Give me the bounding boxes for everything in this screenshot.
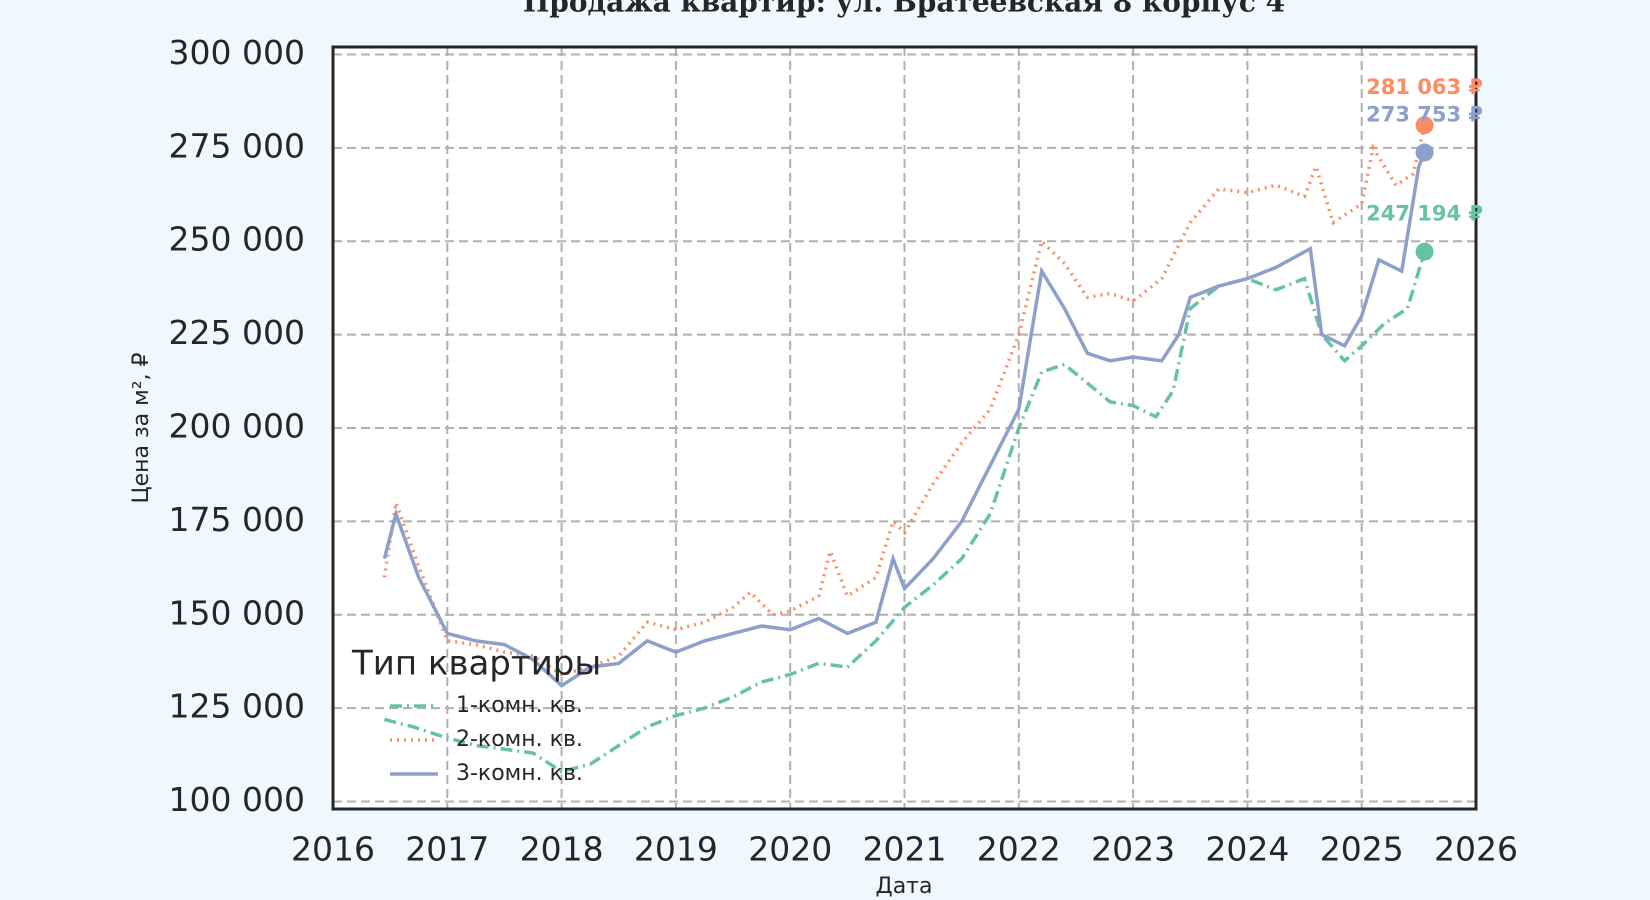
series-line [382,151,1427,688]
y-tick-label: 125 000 [169,687,305,726]
legend-label: 3-комн. кв. [456,761,583,786]
end-marker [1415,116,1434,135]
y-tick-label: 150 000 [169,593,305,632]
end-label: 273 753 ₽ [1366,103,1483,127]
end-marker [1415,143,1434,162]
chart-title: Продажа квартир: ул. Братеевская 8 корпу… [523,0,1285,19]
x-tick-label: 2024 [1205,830,1289,869]
y-tick-label: 250 000 [169,220,305,259]
legend-title: Тип квартиры [351,644,601,684]
end-label: 281 063 ₽ [1366,75,1483,99]
legend-label: 1-комн. кв. [456,693,583,718]
y-tick-label: 300 000 [169,33,305,72]
y-axis-label: Цена за м², ₽ [129,352,154,503]
plot-frame [331,45,1478,811]
x-tick-label: 2019 [634,830,718,869]
legend: Тип квартиры 1-комн. кв. 2-комн. кв. 3-комн… [351,644,601,787]
y-tick-label: 200 000 [169,407,305,446]
end-label: 247 194 ₽ [1366,202,1483,226]
series-line [382,124,1427,677]
x-axis-label: Дата [876,874,933,899]
x-tick-label: 2023 [1091,830,1175,869]
y-tick-label: 275 000 [169,126,305,165]
end-marker [1415,242,1434,261]
x-tick-label: 2016 [291,830,375,869]
x-tick-label: 2017 [405,830,489,869]
x-tick-label: 2021 [863,830,947,869]
x-tick-label: 2025 [1320,830,1404,869]
legend-label: 2-комн. кв. [456,727,583,752]
y-tick-label: 225 000 [169,313,305,352]
y-tick-label: 100 000 [169,780,305,819]
series-line [383,251,1427,774]
x-tick-label: 2018 [520,830,604,869]
y-tick-label: 175 000 [169,500,305,539]
x-tick-label: 2020 [748,830,832,869]
x-tick-label: 2026 [1434,830,1518,869]
x-tick-label: 2022 [977,830,1061,869]
